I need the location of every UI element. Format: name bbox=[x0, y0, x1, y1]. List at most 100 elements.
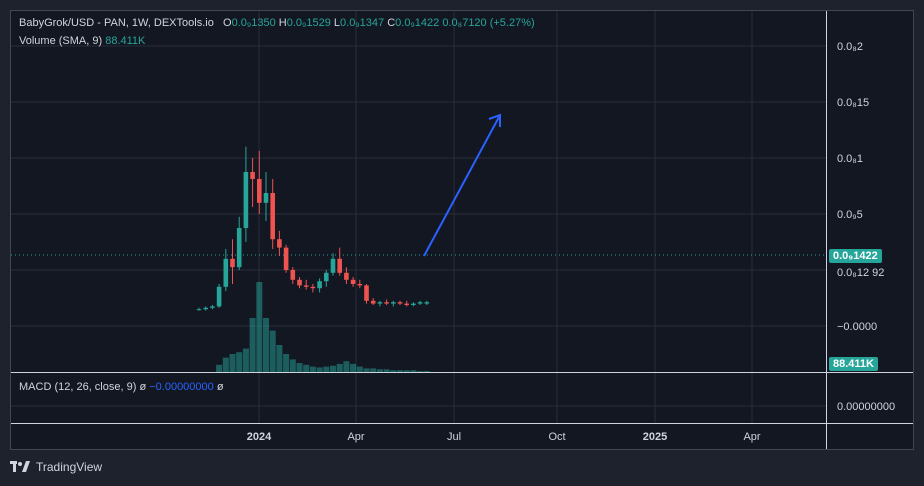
candle-body[interactable] bbox=[297, 279, 302, 286]
candle-body[interactable] bbox=[250, 172, 255, 179]
volume-bar bbox=[323, 366, 330, 372]
candle-body[interactable] bbox=[317, 281, 322, 289]
last-price-badge: 0.0₉1422 bbox=[829, 249, 882, 263]
candle-body[interactable] bbox=[350, 279, 356, 284]
candle-body[interactable] bbox=[310, 286, 316, 289]
chart-frame[interactable]: BabyGrok/USD - PAN, 1W, DEXTools.io O0.0… bbox=[10, 10, 914, 450]
candles[interactable] bbox=[196, 146, 430, 311]
volume-bar bbox=[343, 361, 350, 372]
candle-body[interactable] bbox=[404, 303, 409, 305]
volume-bar bbox=[363, 368, 370, 372]
price-tick: 0.0₈12 92 bbox=[837, 267, 885, 279]
candle-body[interactable] bbox=[216, 286, 222, 307]
tradingview-logo-icon bbox=[10, 461, 30, 472]
volume-label[interactable]: Volume (SMA, 9) bbox=[19, 35, 103, 47]
volume-bar bbox=[410, 370, 417, 372]
time-tick: 2025 bbox=[642, 431, 668, 443]
volume-bar bbox=[383, 369, 390, 372]
macd-value: −0.00000000 bbox=[149, 381, 214, 393]
candle-body[interactable] bbox=[337, 258, 342, 273]
candle-body[interactable] bbox=[370, 300, 376, 304]
candle-body[interactable] bbox=[357, 284, 363, 286]
open-value: 0.0₉1350 bbox=[231, 17, 276, 29]
time-axis-border bbox=[11, 423, 913, 424]
candle-body[interactable] bbox=[263, 193, 269, 203]
candle-body[interactable] bbox=[330, 258, 336, 273]
candle-body[interactable] bbox=[283, 247, 289, 270]
candle-body[interactable] bbox=[303, 285, 309, 287]
candle-body[interactable] bbox=[377, 302, 383, 304]
volume-bar bbox=[403, 370, 410, 372]
macd-label[interactable]: MACD (12, 26, close, 9) bbox=[19, 381, 137, 393]
volume-bar bbox=[390, 370, 397, 372]
volume-bar bbox=[356, 366, 363, 372]
price-axis-border bbox=[826, 11, 827, 449]
symbol-name[interactable]: BabyGrok/USD bbox=[19, 17, 95, 29]
open-label: O bbox=[223, 17, 232, 29]
candle-body[interactable] bbox=[210, 306, 215, 308]
low-label: L bbox=[333, 17, 341, 29]
candle-body[interactable] bbox=[424, 302, 430, 304]
chart-canvas[interactable] bbox=[11, 11, 914, 450]
close-value: 0.0₉1422 bbox=[395, 17, 440, 29]
volume-bar bbox=[276, 345, 283, 372]
symbol-meta: - PAN, 1W, DEXTools.io bbox=[97, 17, 214, 29]
volume-bars[interactable] bbox=[216, 282, 430, 372]
volume-bar bbox=[236, 352, 243, 372]
candle-body[interactable] bbox=[344, 272, 349, 280]
candle-body[interactable] bbox=[324, 272, 329, 282]
volume-bar bbox=[309, 366, 316, 372]
candle-body[interactable] bbox=[257, 179, 262, 203]
candle-body[interactable] bbox=[243, 172, 249, 228]
volume-bar bbox=[256, 282, 263, 372]
volume-badge: 88.411K bbox=[829, 357, 878, 371]
macd-tick: 0.00000000 bbox=[837, 401, 896, 413]
candle-body[interactable] bbox=[397, 302, 403, 304]
candle-body[interactable] bbox=[203, 307, 208, 310]
volume-bar bbox=[370, 368, 377, 372]
trend-arrow-head[interactable] bbox=[488, 113, 501, 127]
volume-value: 88.411K bbox=[105, 35, 146, 47]
change-value: 0.0₈7120 (+5.27%) bbox=[442, 17, 535, 29]
candle-body[interactable] bbox=[417, 302, 423, 304]
volume-bar bbox=[283, 354, 290, 372]
volume-bar bbox=[397, 370, 403, 372]
volume-bar bbox=[269, 330, 276, 372]
volume-bar bbox=[336, 363, 343, 372]
volume-bar bbox=[242, 348, 249, 372]
pane-separator[interactable] bbox=[11, 372, 913, 373]
high-label: H bbox=[278, 17, 287, 29]
volume-bar bbox=[249, 318, 256, 372]
volume-bar bbox=[350, 363, 357, 372]
volume-bar bbox=[263, 318, 269, 372]
volume-bar bbox=[216, 364, 223, 372]
candle-body[interactable] bbox=[236, 228, 242, 268]
candle-body[interactable] bbox=[290, 270, 296, 280]
footer: TradingView bbox=[10, 460, 102, 474]
time-tick: Apr bbox=[347, 431, 365, 443]
time-tick: Apr bbox=[743, 431, 761, 443]
grid bbox=[11, 11, 826, 423]
volume-bar bbox=[330, 365, 336, 372]
price-tick: 0.0₈15 bbox=[837, 97, 870, 109]
price-tick: 0.0₈1 bbox=[837, 153, 863, 165]
candle-body[interactable] bbox=[364, 285, 369, 301]
candle-body[interactable] bbox=[411, 303, 416, 305]
macd-legend: MACD (12, 26, close, 9) ø −0.00000000 ø bbox=[19, 381, 224, 393]
candle-body[interactable] bbox=[196, 309, 202, 311]
time-tick: Oct bbox=[548, 431, 566, 443]
candle-body[interactable] bbox=[270, 193, 275, 240]
volume-bar bbox=[289, 359, 296, 372]
low-value: 0.0₉1347 bbox=[340, 17, 385, 29]
tradingview-brand[interactable]: TradingView bbox=[36, 460, 103, 474]
candle-body[interactable] bbox=[391, 302, 396, 304]
candle-body[interactable] bbox=[277, 239, 282, 248]
volume-bar bbox=[229, 354, 236, 372]
time-tick: 2024 bbox=[246, 431, 272, 443]
candle-body[interactable] bbox=[230, 258, 235, 268]
candle-body[interactable] bbox=[384, 302, 389, 304]
trend-arrow-line[interactable] bbox=[423, 116, 500, 257]
volume-bar bbox=[316, 367, 323, 372]
volume-bar bbox=[423, 371, 430, 372]
candle-body[interactable] bbox=[223, 258, 229, 287]
